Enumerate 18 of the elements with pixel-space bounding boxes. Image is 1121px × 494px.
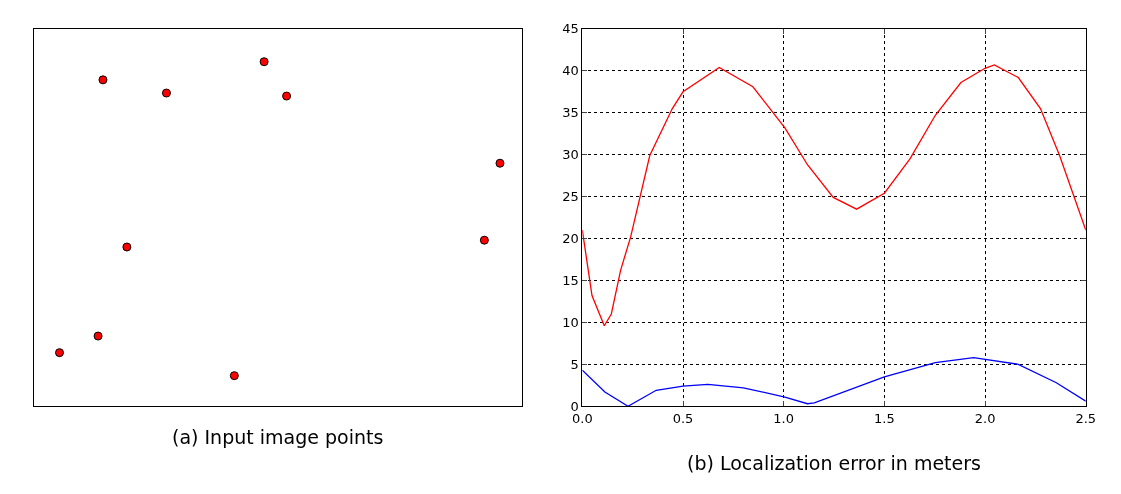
y-tick-label: 30 [562,147,579,163]
y-tick-label: 25 [562,189,579,205]
line-series [582,64,1086,327]
text: (b) Localization error in meters [687,452,981,474]
y-tick-label: 40 [562,63,579,79]
y-tick-label: 5 [570,356,579,372]
text: (a) Input image points [172,426,384,448]
x-tick-label: 0.5 [672,410,694,426]
x-tick-label: 1.0 [773,410,795,426]
x-tick-label: 2.0 [974,410,996,426]
x-tick-label: 2.5 [1075,410,1097,426]
y-tick-label: 15 [562,273,579,288]
y-tick-label: 45 [562,21,579,37]
y-tick-label: 35 [562,105,579,121]
x-tick-label: 1.5 [874,410,895,426]
line-series [582,356,1086,407]
y-tick-label: 10 [562,314,579,330]
y-tick-label: 20 [562,231,579,247]
